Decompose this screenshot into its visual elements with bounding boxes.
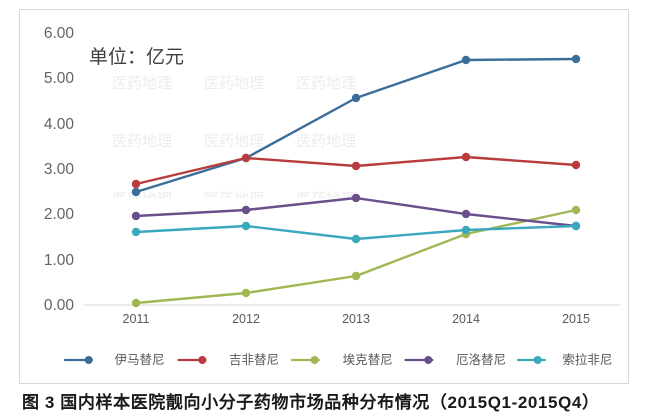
svg-text:3.00: 3.00 <box>44 161 75 178</box>
svg-text:6.00: 6.00 <box>44 25 75 42</box>
svg-text:1.00: 1.00 <box>44 252 75 269</box>
svg-text:索拉非尼: 索拉非尼 <box>562 352 612 367</box>
svg-text:吉非替尼: 吉非替尼 <box>229 353 279 367</box>
svg-text:埃克替尼: 埃克替尼 <box>343 353 393 367</box>
svg-text:0.00: 0.00 <box>44 297 75 314</box>
svg-text:2013: 2013 <box>342 312 370 326</box>
svg-text:伊马替尼: 伊马替尼 <box>115 353 165 367</box>
svg-text:5.00: 5.00 <box>44 70 75 87</box>
svg-text:厄洛替尼: 厄洛替尼 <box>456 352 506 367</box>
svg-text:2014: 2014 <box>452 312 480 326</box>
svg-text:2012: 2012 <box>232 312 260 326</box>
svg-text:单位：亿元: 单位：亿元 <box>89 46 184 68</box>
svg-text:2011: 2011 <box>123 312 150 326</box>
svg-text:2015: 2015 <box>562 312 590 326</box>
svg-text:4.00: 4.00 <box>44 116 75 133</box>
svg-text:2.00: 2.00 <box>44 206 75 223</box>
